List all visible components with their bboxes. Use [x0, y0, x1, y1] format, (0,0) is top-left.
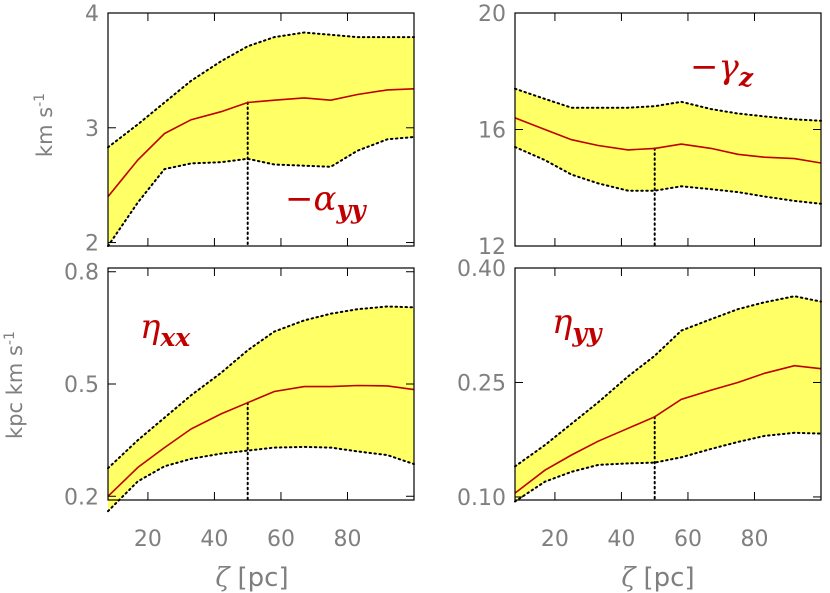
label-symbol: η — [552, 302, 573, 342]
upper-bound-line — [514, 295, 822, 468]
panel-label: −αyy — [285, 179, 367, 224]
y-tick-label: 0.2 — [64, 485, 99, 510]
panel-bottom-right: 20 40 60 80 0.10 0.25 0.40 ηyy — [457, 257, 822, 552]
x-tick-label: 60 — [674, 527, 702, 552]
y-tick-label: 0.8 — [64, 261, 99, 286]
panel-top-right: 12 16 20 −γz — [478, 2, 822, 260]
label-prefix: − — [285, 179, 314, 219]
uncertainty-band — [108, 32, 414, 246]
y-tick-label: 0.10 — [457, 486, 506, 511]
uncertainty-band — [108, 306, 414, 512]
mean-line — [514, 117, 822, 164]
lower-bound-line — [107, 445, 415, 513]
label-subscript: yy — [335, 195, 367, 224]
y-tick-label: 20 — [478, 2, 506, 27]
y-tick-label: 12 — [478, 235, 506, 260]
label-subscript: yy — [571, 318, 603, 347]
lower-bound-line — [514, 431, 822, 503]
x-axis-label-left: ζ [pc] — [215, 563, 288, 593]
mean-line — [514, 364, 822, 494]
x-tick-label: 20 — [541, 527, 569, 552]
panel-label: −γz — [690, 47, 754, 92]
y-axis-label-top: km s-1 — [32, 93, 57, 157]
x-axis-label-right: ζ [pc] — [621, 563, 694, 593]
label-symbol: γ — [719, 47, 740, 87]
label-subscript: z — [738, 63, 754, 92]
panel-bottom-left: 20 40 60 80 0.2 0.5 0.8 ηxx — [64, 261, 415, 552]
y-tick-label: 16 — [478, 119, 506, 144]
mean-line — [107, 384, 415, 497]
panel-label: ηyy — [552, 302, 603, 347]
x-tick-label: 40 — [200, 527, 228, 552]
uncertainty-band — [515, 296, 821, 502]
x-tick-label: 40 — [607, 527, 635, 552]
y-tick-label: 4 — [85, 2, 99, 27]
lower-bound-line — [514, 146, 822, 205]
y-tick-label: 0.40 — [457, 257, 506, 282]
label-symbol: α — [314, 179, 337, 219]
x-tick-label: 60 — [267, 527, 295, 552]
y-tick-label: 0.25 — [457, 371, 506, 396]
y-tick-label: 2 — [85, 232, 99, 257]
panel-label: ηxx — [140, 307, 191, 352]
x-tick-label: 20 — [134, 527, 162, 552]
y-tick-label: 0.5 — [64, 373, 99, 398]
plot-frame — [107, 12, 415, 247]
panel-top-left: 2 3 4 −αyy — [85, 2, 415, 257]
plot-frame — [514, 267, 822, 501]
mean-line — [107, 88, 415, 198]
y-axis-label-bottom: kpc km s-1 — [2, 331, 27, 439]
lower-bound-line — [107, 136, 415, 247]
label-symbol: η — [140, 307, 161, 347]
x-tick-label: 80 — [740, 527, 768, 552]
upper-bound-line — [107, 31, 415, 149]
label-prefix: − — [690, 47, 719, 87]
label-subscript: xx — [159, 323, 191, 352]
upper-bound-line — [107, 305, 415, 470]
upper-bound-line — [514, 87, 822, 122]
y-tick-label: 3 — [85, 117, 99, 142]
x-tick-label: 80 — [333, 527, 361, 552]
